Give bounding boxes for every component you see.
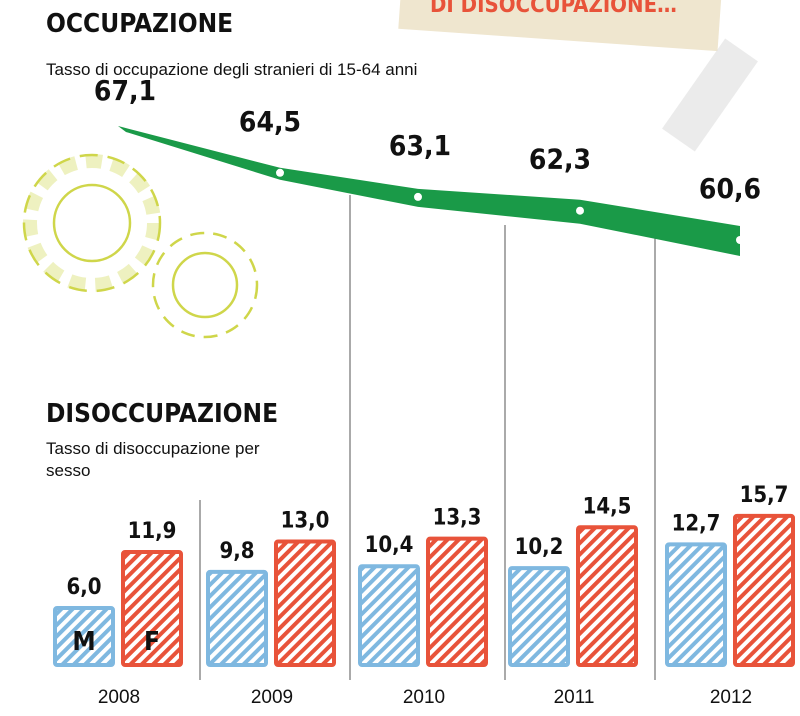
infographic: DI DISOCCUPAZIONE… OCCUPAZIONE Tasso di … [0,0,800,716]
value-label: 62,3 [529,143,591,176]
value-label: 63,1 [389,129,451,162]
legend-label: F [144,627,160,657]
value-label: 67,1 [94,74,156,107]
bar [510,568,568,665]
bar [208,572,266,665]
value-label: 10,2 [515,535,564,560]
value-label: 9,8 [219,539,254,564]
x-tick-label: 2009 [251,687,293,708]
point [414,193,422,201]
bar [276,542,334,666]
gear-hole [173,253,237,317]
legend-label: M [72,627,95,657]
tape [662,38,758,151]
value-label: 11,9 [128,519,177,544]
x-tick-label: 2012 [710,687,752,708]
value-label: 60,6 [699,172,761,205]
point [576,207,584,215]
value-label: 13,3 [433,506,482,531]
bar [360,566,418,665]
value-label: 13,0 [281,509,330,534]
gear-hole [54,185,130,261]
chart: DI DISOCCUPAZIONE… OCCUPAZIONE Tasso di … [0,0,800,716]
x-tick-label: 2010 [403,687,445,708]
line-title: OCCUPAZIONE [46,9,233,39]
value-label: 15,7 [740,483,789,508]
bar [578,527,636,665]
gear [30,161,154,285]
bar [667,544,725,665]
bar-title: DISOCCUPAZIONE [46,399,278,429]
x-tick-label: 2011 [554,687,595,708]
value-label: 10,4 [365,533,414,558]
value-label: 6,0 [66,575,101,600]
gears [24,155,257,337]
value-label: 64,5 [239,105,301,138]
value-label: 12,7 [672,511,721,536]
note-text: DI DISOCCUPAZIONE… [430,0,677,18]
value-label: 14,5 [583,494,632,519]
bar [735,516,793,665]
point [276,169,284,177]
bar [428,539,486,665]
gear [153,233,257,337]
bar-subtitle: Tasso di disoccupazione per sesso [46,438,286,482]
point [736,236,744,244]
x-tick-label: 2008 [98,687,140,708]
